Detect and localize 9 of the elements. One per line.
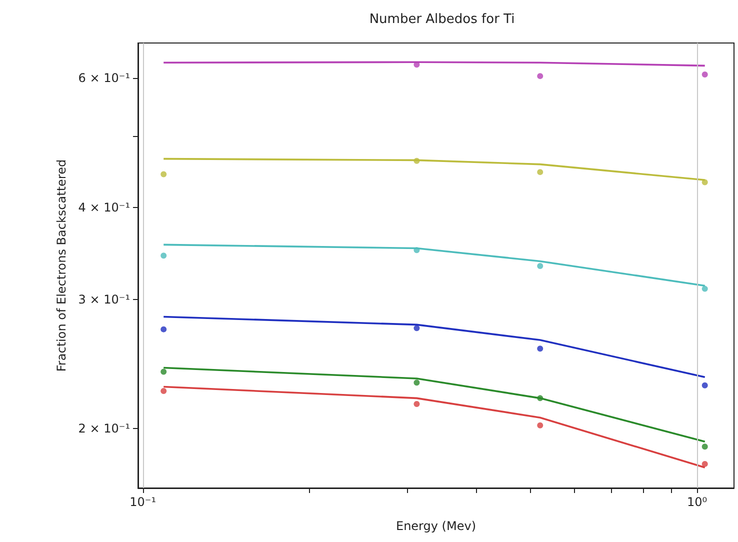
x-tick-label: 10⁰ — [686, 495, 708, 509]
chart-title: Number Albedos for Ti — [369, 12, 515, 27]
y-tick-label: 4 × 10⁻¹ — [78, 200, 130, 215]
y-tick-label: 3 × 10⁻¹ — [78, 292, 130, 306]
x-tick-label: 10⁻¹ — [130, 495, 156, 509]
y-axis-title: Fraction of Electrons Backscattered — [54, 159, 68, 372]
x-axis-title: Energy (Mev) — [396, 519, 476, 533]
y-tick-label: 6 × 10⁻¹ — [78, 71, 130, 86]
y-tick-label: 2 × 10⁻¹ — [78, 422, 130, 436]
